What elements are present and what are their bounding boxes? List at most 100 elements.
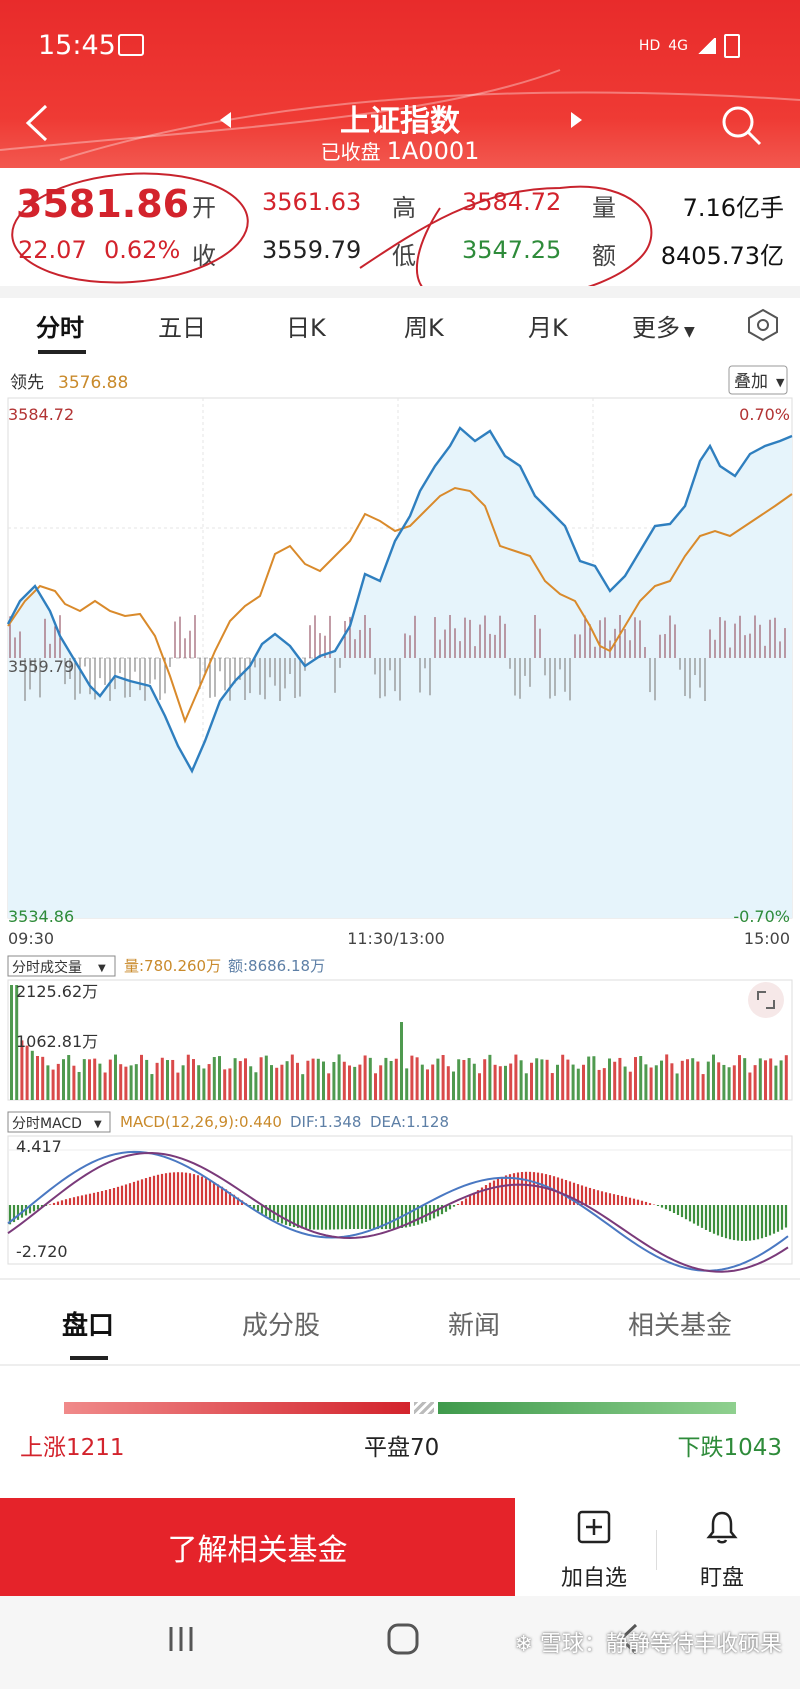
- breadth-down-bar: [438, 1402, 736, 1414]
- header-decoration: [0, 69, 800, 161]
- settings-hexagon-icon[interactable]: [746, 308, 780, 342]
- volume-y-top: 2125.62万: [16, 982, 98, 1001]
- overlay-button[interactable]: [728, 365, 788, 395]
- volume-bars: [10, 985, 788, 1100]
- gallery-icon: [118, 34, 144, 56]
- volume-selector-chevron-icon: ▼: [98, 963, 106, 974]
- high-label: 高: [392, 194, 416, 222]
- bell-icon: [706, 1511, 738, 1544]
- back-icon[interactable]: [22, 102, 52, 144]
- add-watchlist-button[interactable]: 加自选: [534, 1510, 654, 1592]
- overlay-chevron-icon: ▼: [776, 376, 785, 389]
- time-end: 15:00: [744, 929, 790, 948]
- volume-text: 量:780.260万: [124, 957, 221, 975]
- quote-panel: 3581.86 22.07 0.62% 开 收 3561.63 3559.79 …: [0, 168, 800, 286]
- breadth-up-bar: [64, 1402, 411, 1414]
- stock-code: 1A0001: [386, 137, 480, 165]
- tab-news[interactable]: 新闻: [448, 1311, 501, 1341]
- next-stock-icon[interactable]: [570, 110, 584, 130]
- leader-value: 3576.88: [58, 373, 128, 393]
- current-price: 3581.86: [16, 182, 190, 226]
- signal-icon: [696, 38, 716, 54]
- add-watchlist-label: 加自选: [560, 1566, 627, 1591]
- divider: [0, 1278, 800, 1280]
- learn-funds-button[interactable]: 了解相关基金: [0, 1498, 515, 1596]
- dif-text: DIF:1.348: [290, 1113, 361, 1131]
- expand-button[interactable]: [748, 982, 784, 1018]
- status-time: 15:45: [38, 30, 116, 61]
- divider: [0, 1364, 800, 1366]
- macd-selector[interactable]: [7, 1111, 111, 1133]
- low-value: 3547.25: [462, 236, 562, 264]
- macd-grid: [7, 1135, 793, 1265]
- macd-text: MACD(12,26,9):0.440: [120, 1113, 282, 1131]
- chevron-down-icon: ▼: [684, 324, 695, 340]
- macd-y-top: 4.417: [16, 1137, 62, 1156]
- index-price-line: [6, 426, 793, 774]
- y-axis-bottom: 3534.86: [8, 907, 74, 926]
- footer-divider: [656, 1530, 657, 1570]
- snowball-logo-icon: ❄: [514, 1632, 533, 1657]
- tab-weekly-k[interactable]: 周K: [404, 314, 444, 342]
- macd-selector-label: 分时MACD: [12, 1116, 82, 1132]
- amount-value: 8405.73亿: [660, 242, 784, 270]
- handwritten-annotations: [11, 172, 653, 286]
- volume-label: 量: [592, 194, 616, 222]
- bottom-tab-indicator: [70, 1356, 108, 1360]
- change-percent: 0.62%: [104, 236, 181, 264]
- watermark: ❄ 雪球：静静等待丰收硕果: [515, 1626, 782, 1658]
- tab-related-funds[interactable]: 相关基金: [628, 1311, 733, 1341]
- tab-more[interactable]: 更多 ▼: [632, 308, 695, 343]
- system-nav-bar: ❄ 雪球：静静等待丰收硕果: [0, 1596, 800, 1689]
- y-axis-mid: 3559.79: [8, 657, 74, 676]
- tab-five-day[interactable]: 五日: [158, 314, 206, 342]
- amount-text: 额:8686.18万: [228, 957, 325, 975]
- macd-y-bottom: -2.720: [16, 1242, 68, 1261]
- tab-daily-k[interactable]: 日K: [286, 314, 326, 342]
- breadth-down-label: 下跌1043: [677, 1435, 782, 1461]
- prev-close-value: 3559.79: [262, 236, 362, 264]
- time-mid: 11:30/13:00: [347, 929, 445, 948]
- open-value: 3561.63: [262, 188, 362, 216]
- market-status: 已收盘 1A0001: [0, 136, 800, 165]
- overlay-button-label: 叠加: [734, 372, 768, 392]
- status-text: 已收盘: [320, 140, 381, 164]
- hd-indicator: HD: [638, 38, 661, 54]
- monitor-button[interactable]: 盯盘: [662, 1510, 782, 1592]
- macd-bars: [8, 1171, 788, 1241]
- chart-area: 领先 3576.88 叠加 ▼ 3584.72 3559.79 3534.86 …: [6, 365, 793, 1273]
- recent-apps-icon[interactable]: [166, 1624, 196, 1654]
- watermark-text: 雪球：静静等待丰收硕果: [539, 1632, 782, 1657]
- volume-selector[interactable]: [7, 955, 116, 977]
- search-icon[interactable]: [720, 104, 764, 148]
- tab-active-indicator: [38, 350, 86, 354]
- leader-label: 领先: [10, 373, 44, 393]
- breadth-flat-label: 平盘70: [364, 1435, 440, 1461]
- volume-value: 7.16亿手: [682, 194, 784, 222]
- tab-monthly-k[interactable]: 月K: [528, 314, 568, 342]
- pct-axis-bottom: -0.70%: [733, 907, 790, 926]
- home-icon[interactable]: [386, 1622, 420, 1656]
- nav-back-icon[interactable]: [616, 1622, 640, 1656]
- app-header: 15:45 HD 4G 上证指数 已收盘 1A0001: [0, 0, 800, 168]
- tab-order-book[interactable]: 盘口: [62, 1311, 115, 1341]
- dea-line: [7, 1152, 789, 1273]
- dea-text: DEA:1.128: [370, 1113, 449, 1131]
- dif-line: [7, 1150, 789, 1272]
- breadth-flat-bar: [414, 1402, 435, 1414]
- monitor-label: 盯盘: [699, 1566, 744, 1591]
- open-label: 开: [192, 194, 216, 222]
- volume-y-mid: 1062.81万: [16, 1032, 98, 1051]
- prev-stock-icon[interactable]: [218, 110, 232, 130]
- volume-selector-label: 分时成交量: [12, 959, 82, 976]
- tab-intraday[interactable]: 分时: [36, 314, 84, 342]
- low-label: 低: [392, 242, 416, 270]
- time-start: 09:30: [8, 929, 54, 948]
- status-icons: HD 4G: [639, 34, 740, 58]
- amount-label: 额: [592, 242, 616, 270]
- tab-constituents[interactable]: 成分股: [242, 1311, 321, 1341]
- divider: [0, 286, 800, 298]
- page-title: 上证指数: [340, 104, 460, 139]
- breadth-up-label: 上涨1211: [20, 1435, 125, 1461]
- battery-icon: [724, 34, 740, 58]
